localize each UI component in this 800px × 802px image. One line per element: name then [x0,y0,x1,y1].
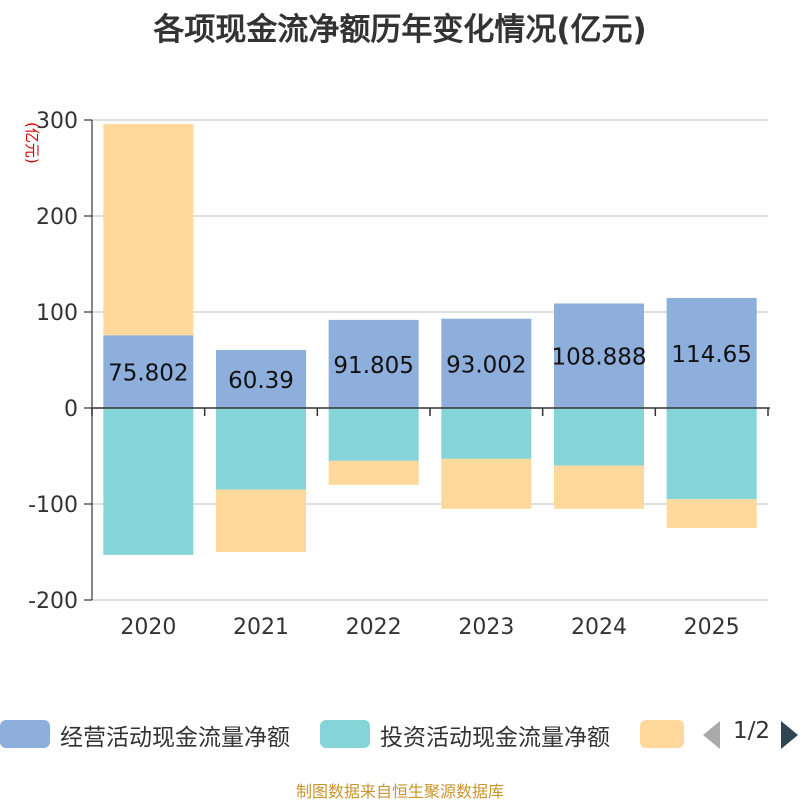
y-tick-label: -200 [28,589,78,614]
prev-page-icon[interactable] [702,720,722,750]
bar-financing-2023 [441,458,532,509]
next-page-icon[interactable] [780,720,800,750]
legend-label-operating: 经营活动现金流量净额 [60,725,290,751]
bar-investing-2021 [216,408,306,490]
bar-investing-2020 [103,408,194,555]
y-tick-label: 200 [36,205,78,230]
y-axis-label: (亿元) [23,122,41,164]
bar-operating-2020 [103,335,194,408]
data-label: 93.002 [446,352,526,378]
data-label: 75.802 [108,361,188,387]
legend-item-financing[interactable] [640,716,690,754]
chart-area: 300 200 100 0 -100 -200 (亿元) 2020 2021 2022 2023 20… [23,109,770,640]
bar-operating-2021 [216,350,306,408]
legend-label-investing: 投资活动现金流量净额 [380,725,610,751]
bar-investing-2024 [554,408,644,466]
x-tick-label: 2024 [571,615,627,640]
data-label: 60.39 [228,368,294,394]
y-tick-label: 0 [64,397,78,422]
legend-swatch-investing [320,720,370,748]
bar-operating-2025 [666,297,757,408]
bar-financing-2024 [554,465,644,509]
x-tick-label: 2022 [346,615,402,640]
x-tick-label: 2020 [120,615,176,640]
legend-item-operating[interactable]: 经营活动现金流量净额 [0,716,310,754]
x-tick-label: 2025 [684,615,740,640]
bar-financing-2022 [328,460,419,485]
source-note: 制图数据来自恒生聚源数据库 [295,782,504,801]
y-tick-label: 300 [36,109,78,134]
legend-item-investing[interactable]: 投资活动现金流量净额 [320,716,630,754]
data-label: 91.805 [333,353,413,379]
pager-text: 1/2 [733,718,771,744]
legend-swatch-financing [640,720,684,748]
chart-title: 各项现金流净额历年变化情况(亿元) [153,12,647,48]
legend-swatch-operating [0,720,50,748]
data-label: 114.65 [671,342,751,368]
bar-financing-2021 [216,489,306,552]
bar-investing-2023 [441,408,532,459]
bar-investing-2022 [328,408,419,461]
legend: 经营活动现金流量净额 投资活动现金流量净额 [0,716,800,754]
x-tick-label: 2021 [233,615,289,640]
bar-financing-2025 [666,499,757,528]
y-tick-label: -100 [28,493,78,518]
bar-operating-2022 [328,319,419,408]
legend-pager: 1/2 [700,716,800,754]
bar-investing-2025 [666,408,757,500]
x-tick-label: 2023 [458,615,514,640]
y-tick-label: 100 [36,301,78,326]
bar-financing-2020 [103,124,194,336]
data-label: 108.888 [551,345,646,371]
bar-operating-2023 [441,318,532,408]
bar-operating-2024 [554,303,644,408]
